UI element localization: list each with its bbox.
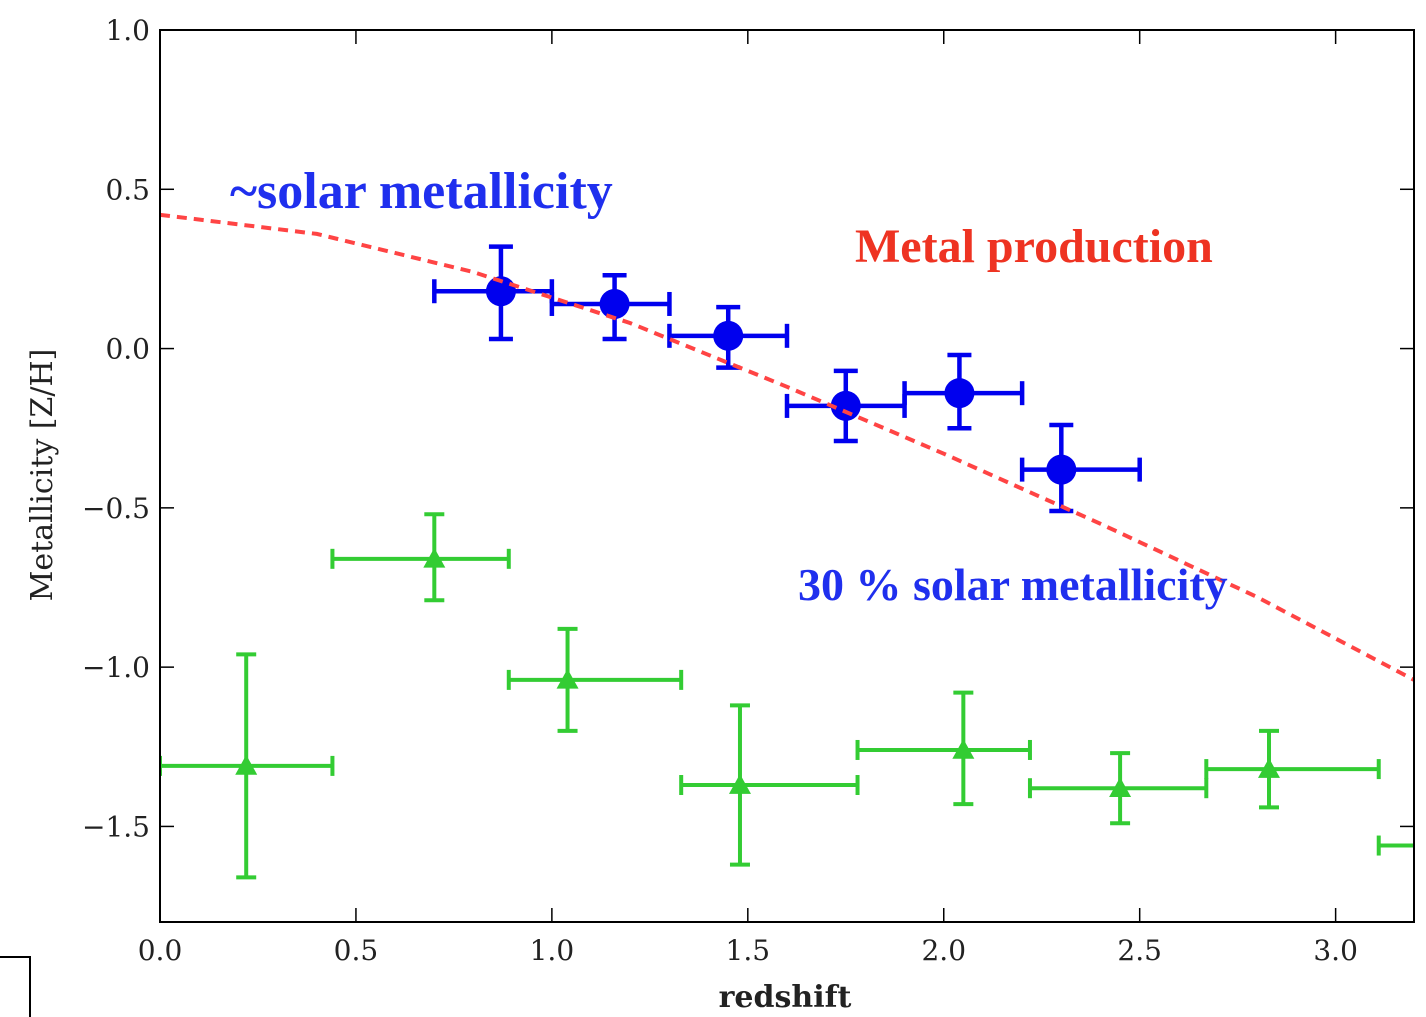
plot-layer xyxy=(160,212,1414,880)
series-0-point-4 xyxy=(902,352,1025,431)
annotation-30-percent-solar-metallicity: 30 % solar metallicity xyxy=(798,559,1228,610)
y-axis-title: Metallicity [Z/H] xyxy=(25,349,60,602)
series-1-point-3 xyxy=(679,703,860,867)
x-tick-label: 0.0 xyxy=(138,934,183,967)
data-point-triangle xyxy=(952,738,975,759)
data-point-circle xyxy=(599,288,630,319)
x-tick-label: 2.5 xyxy=(1117,934,1162,967)
series-1-point-4 xyxy=(855,690,1032,807)
y-tick-label: 0.0 xyxy=(105,333,150,366)
y-tick-label: −1.0 xyxy=(82,651,150,684)
data-point-triangle xyxy=(728,774,751,794)
x-tick-label: 0.5 xyxy=(334,934,379,967)
axes-layer: 0.0 0.5 1.0 1.5 2.0 2.5 3.0 1.0 0.5 0.0 −0.5 −1.0 −1… xyxy=(82,14,1415,967)
x-axis-title: redshift xyxy=(719,980,852,1015)
data-point-triangle xyxy=(556,668,579,689)
series-1-point-7 xyxy=(1376,835,1414,856)
series-0-point-5 xyxy=(1019,422,1142,514)
series-1-point-1 xyxy=(330,512,511,603)
metal-production-dashed-line xyxy=(160,212,1414,682)
data-point-circle xyxy=(713,320,744,351)
series-1-point-6 xyxy=(1204,728,1381,810)
data-point-triangle xyxy=(423,547,446,568)
series-1-point-0 xyxy=(160,652,335,880)
data-point-triangle xyxy=(1258,758,1281,778)
data-point-circle xyxy=(944,378,975,409)
series-0-point-3 xyxy=(784,368,907,444)
data-point-circle xyxy=(1046,454,1077,485)
series-1-point-2 xyxy=(506,626,684,733)
annotations-layer: ~solar metallicity Metal production 30 %… xyxy=(230,163,1228,610)
y-tick-label: 0.5 xyxy=(105,173,150,206)
x-tick-label: 2.0 xyxy=(921,934,966,967)
plot-frame xyxy=(159,29,1415,923)
data-point-circle xyxy=(485,276,516,307)
series-0-point-2 xyxy=(667,304,790,370)
series-0-point-1 xyxy=(549,273,672,342)
y-tick-label: −0.5 xyxy=(82,492,150,525)
annotation-metal-production: Metal production xyxy=(855,220,1213,273)
data-point-triangle xyxy=(1109,777,1132,797)
corner-frame-fragment xyxy=(0,956,31,1017)
y-tick-label: −1.5 xyxy=(82,810,150,843)
data-point-triangle xyxy=(235,754,258,775)
series-1-point-5 xyxy=(1027,751,1209,826)
annotation-solar-metallicity: ~solar metallicity xyxy=(230,163,613,220)
x-tick-label: 3.0 xyxy=(1313,934,1358,967)
x-tick-label: 1.5 xyxy=(726,934,771,967)
x-tick-label: 1.0 xyxy=(530,934,575,967)
y-tick-label: 1.0 xyxy=(105,14,150,47)
data-point-circle xyxy=(830,390,861,421)
